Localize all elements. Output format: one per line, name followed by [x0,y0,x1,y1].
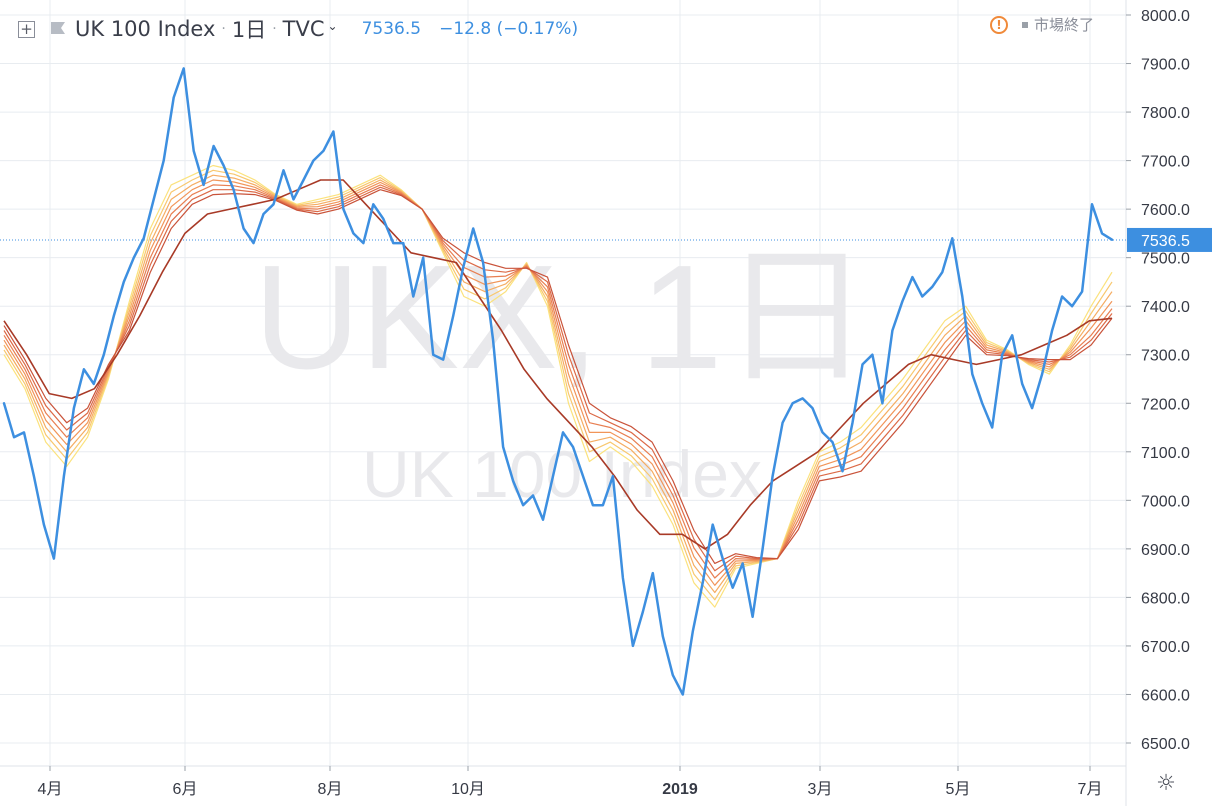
y-tick-label: 7000.0 [1141,493,1190,510]
separator-dot: · [272,21,277,37]
ribbon-line-4 [3,179,1113,586]
last-price: 7536.5 [361,19,422,39]
grid [0,0,1126,766]
ribbon-line-7 [3,189,1113,564]
y-tick-label: 7700.0 [1141,154,1190,171]
y-tick-label: 8000.0 [1141,8,1190,25]
ribbon-line-1 [3,164,1113,608]
y-tick-label: 7400.0 [1141,299,1190,316]
ribbon-line-3 [3,174,1113,594]
ribbon-line-6 [3,186,1113,572]
price-change: −12.8 (−0.17%) [439,19,579,39]
flag-icon [51,22,65,34]
ribbon-lines [3,164,1113,608]
price-series [2,67,1114,696]
watermark-name: UK 100 Index [362,437,762,511]
last-price-label: 7536.5 [1127,227,1212,252]
y-tick-label: 7800.0 [1141,105,1190,122]
y-tick-label: 7600.0 [1141,202,1190,219]
plus-box-icon[interactable]: + [18,20,35,38]
market-status: ! 市場終了 [990,14,1094,35]
y-tick-label: 7300.0 [1141,348,1190,365]
interval-label[interactable]: 1日 [231,18,267,42]
ribbon-line-8 [3,179,1113,550]
y-tick-label: 6600.0 [1141,687,1190,704]
symbol-title[interactable]: UK 100 Index [75,17,216,41]
y-tick-label: 7100.0 [1141,445,1190,462]
last-price-label-text: 7536.5 [1141,233,1190,250]
exchange-label[interactable]: TVC [282,17,325,41]
ribbon-line-5 [3,184,1113,579]
ribbon-line-2 [3,169,1113,601]
y-tick-label: 6500.0 [1141,736,1190,753]
x-tick-label: 7月 [1078,781,1103,798]
x-tick-label: 4月 [38,781,63,798]
x-axis: 4月 6月 8月 10月 2019 3月 5月 7月 [38,766,1103,798]
status-indicator [1022,21,1028,28]
y-tick-label: 7200.0 [1141,396,1190,413]
y-tick-label: 6700.0 [1141,639,1190,656]
warning-icon[interactable]: ! [990,15,1008,34]
y-tick-label: 7500.0 [1141,251,1190,268]
price-line [2,67,1114,696]
market-status-text: 市場終了 [1034,16,1095,34]
y-axis: 8000.0 7900.0 7800.0 7700.0 7600.0 7500.0 7400… [1126,8,1190,753]
last-price-label-bg [1127,227,1212,252]
y-tick-label: 6900.0 [1141,542,1190,559]
x-tick-label: 8月 [318,781,343,798]
x-tick-label: 5月 [946,781,971,798]
x-tick-label: 3月 [808,781,833,798]
x-tick-label: 6月 [173,781,198,798]
y-tick-label: 7900.0 [1141,57,1190,74]
separator-dot: · [221,21,226,37]
chart-header: + UK 100 Index · 1日 · TVC ⌄ 7536.5 −12.8… [0,8,1125,48]
x-tick-label: 10月 [451,781,485,798]
x-tick-label: 2019 [662,781,698,798]
chevron-down-icon[interactable]: ⌄ [327,19,338,33]
y-tick-label: 6800.0 [1141,590,1190,607]
gear-icon[interactable]: ☼ [1156,771,1176,796]
symbol-info: + UK 100 Index · 1日 · TVC ⌄ 7536.5 −12.8… [18,14,578,44]
